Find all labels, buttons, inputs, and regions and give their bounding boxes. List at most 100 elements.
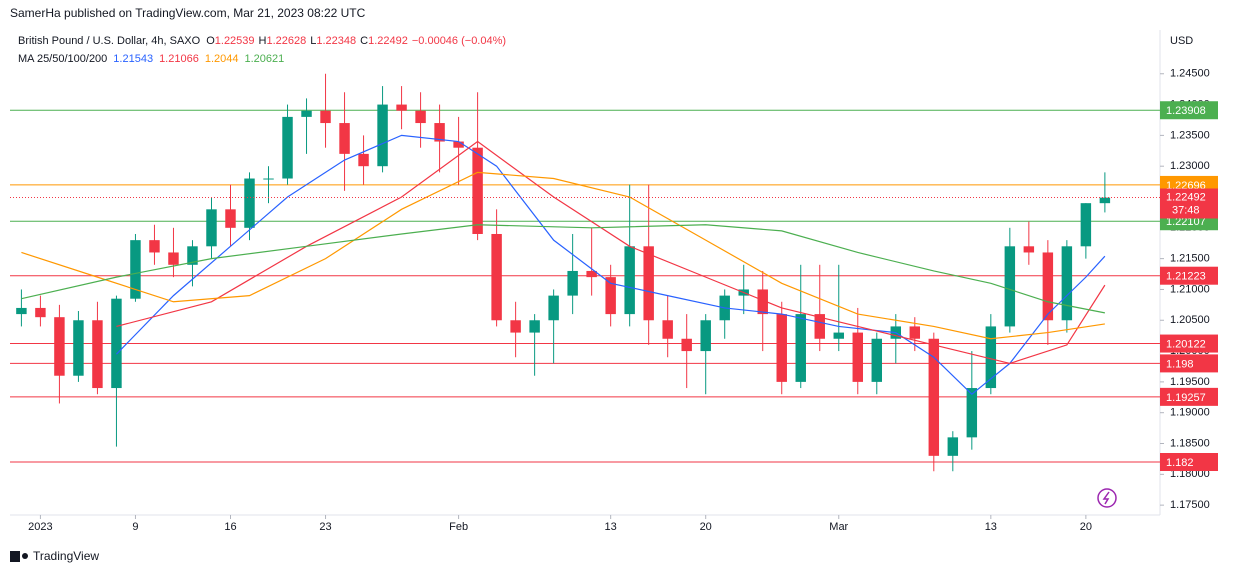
x-tick-label: 20 (1080, 521, 1092, 533)
candle-body (605, 277, 616, 315)
candle-body (1004, 246, 1016, 327)
candle-body (529, 320, 540, 333)
candle-body (434, 123, 445, 142)
legend-value: 1.22539 (215, 35, 255, 47)
y-tick-label: 1.21500 (1170, 253, 1210, 265)
y-tick-label: 1.19000 (1170, 407, 1210, 419)
x-tick-label: Feb (449, 521, 468, 533)
legend-ma-value: 1.21066 (159, 53, 199, 65)
candle-body (130, 240, 141, 299)
candle-body (472, 147, 483, 234)
currency: USD (1170, 35, 1193, 47)
candle-body (491, 233, 502, 321)
legend-title: British Pound / U.S. Dollar, 4h, SAXO (18, 35, 201, 47)
legend-value: 1.22628 (266, 35, 306, 47)
candle-body (415, 110, 426, 124)
level-label-box (1160, 334, 1218, 353)
candle-body (928, 338, 940, 456)
x-tick-label: 13 (985, 521, 997, 533)
legend-value: 1.22492 (368, 35, 408, 47)
candle-body (567, 270, 578, 296)
candle-body (833, 332, 844, 339)
candle-body (795, 314, 806, 382)
candle-body (16, 307, 27, 315)
candle-body (966, 388, 978, 438)
legend-ma-value: 1.2044 (205, 53, 239, 65)
candle-body (871, 338, 883, 382)
candle-body (339, 123, 350, 154)
candle-body (396, 104, 407, 111)
candle-body (548, 295, 559, 321)
header: SamerHa published on TradingView.com, Ma… (10, 6, 366, 20)
last-price-box (1160, 188, 1218, 219)
alert-icon[interactable] (1097, 488, 1117, 508)
candle-body (73, 320, 84, 376)
legend-letter: L (310, 35, 316, 47)
level-label-box (1160, 387, 1218, 406)
legend-ma: MA 25/50/100/200 1.21543 1.21066 1.2044 1.20… (18, 53, 284, 65)
footer: TradingView (33, 549, 99, 563)
candle-body (244, 178, 255, 228)
candle-body (377, 104, 388, 167)
candle-body (985, 326, 997, 389)
y-tick-label: 1.17500 (1170, 499, 1210, 511)
countdown-label: 37:48 (1172, 204, 1200, 216)
legend-ma-value: 1.21543 (113, 53, 153, 65)
y-tick-label: 1.19500 (1170, 376, 1210, 388)
legend-ohlc: British Pound / U.S. Dollar, 4h, SAXO O1.… (18, 35, 506, 47)
x-tick-label: 13 (605, 521, 617, 533)
level-label: 1.182 (1166, 457, 1194, 469)
candle-body (92, 320, 103, 389)
level-label-box (1160, 354, 1218, 373)
candle-body (225, 209, 236, 228)
level-label-box (1160, 266, 1218, 285)
candle-body (947, 437, 959, 456)
candle-body (168, 252, 179, 265)
level-label: 1.23908 (1166, 105, 1206, 117)
y-tick-label: 1.23500 (1170, 129, 1210, 141)
y-tick-label: 1.18500 (1170, 437, 1210, 449)
level-label-box (1160, 101, 1218, 120)
candle-body (149, 240, 160, 253)
legend-change: −0.00046 (−0.04%) (412, 35, 506, 47)
candle-body (586, 270, 597, 278)
ma-line (116, 140, 1106, 365)
candle-body (301, 110, 312, 117)
candle-body (681, 338, 692, 352)
candle-body (757, 289, 768, 315)
x-tick-label: 2023 (28, 521, 52, 533)
candle-body (54, 317, 65, 376)
candle-body (111, 298, 122, 389)
level-label-box (1160, 453, 1218, 472)
candle-body (852, 332, 863, 382)
x-tick-label: 23 (319, 521, 331, 533)
candle-body (1042, 252, 1054, 321)
candle-body (776, 314, 787, 382)
y-tick-label: 1.24500 (1170, 68, 1210, 80)
legend-letter: O (206, 35, 215, 47)
candle-body (1061, 246, 1073, 321)
legend-value: 1.22348 (316, 35, 356, 47)
x-tick-label: 16 (224, 521, 236, 533)
candle-body (662, 320, 673, 339)
ma-line (21, 171, 1105, 340)
candle-body (1080, 203, 1092, 247)
x-tick-label: Mar (829, 521, 848, 533)
candle-body (453, 141, 464, 148)
legend-ma-value: 1.20621 (244, 53, 284, 65)
candle-body (643, 246, 654, 321)
candle-body (700, 320, 711, 352)
legend-letter: C (360, 35, 368, 47)
candle-body (909, 326, 921, 339)
candle-body (35, 307, 46, 318)
level-label: 1.19257 (1166, 392, 1206, 404)
candle-body (282, 116, 293, 179)
y-tick-label: 1.21000 (1170, 283, 1210, 295)
candle-body (358, 153, 369, 167)
candle-body (320, 110, 331, 124)
level-label: 1.21223 (1166, 271, 1206, 283)
candle-body (624, 246, 635, 315)
candle-body (1023, 246, 1035, 253)
